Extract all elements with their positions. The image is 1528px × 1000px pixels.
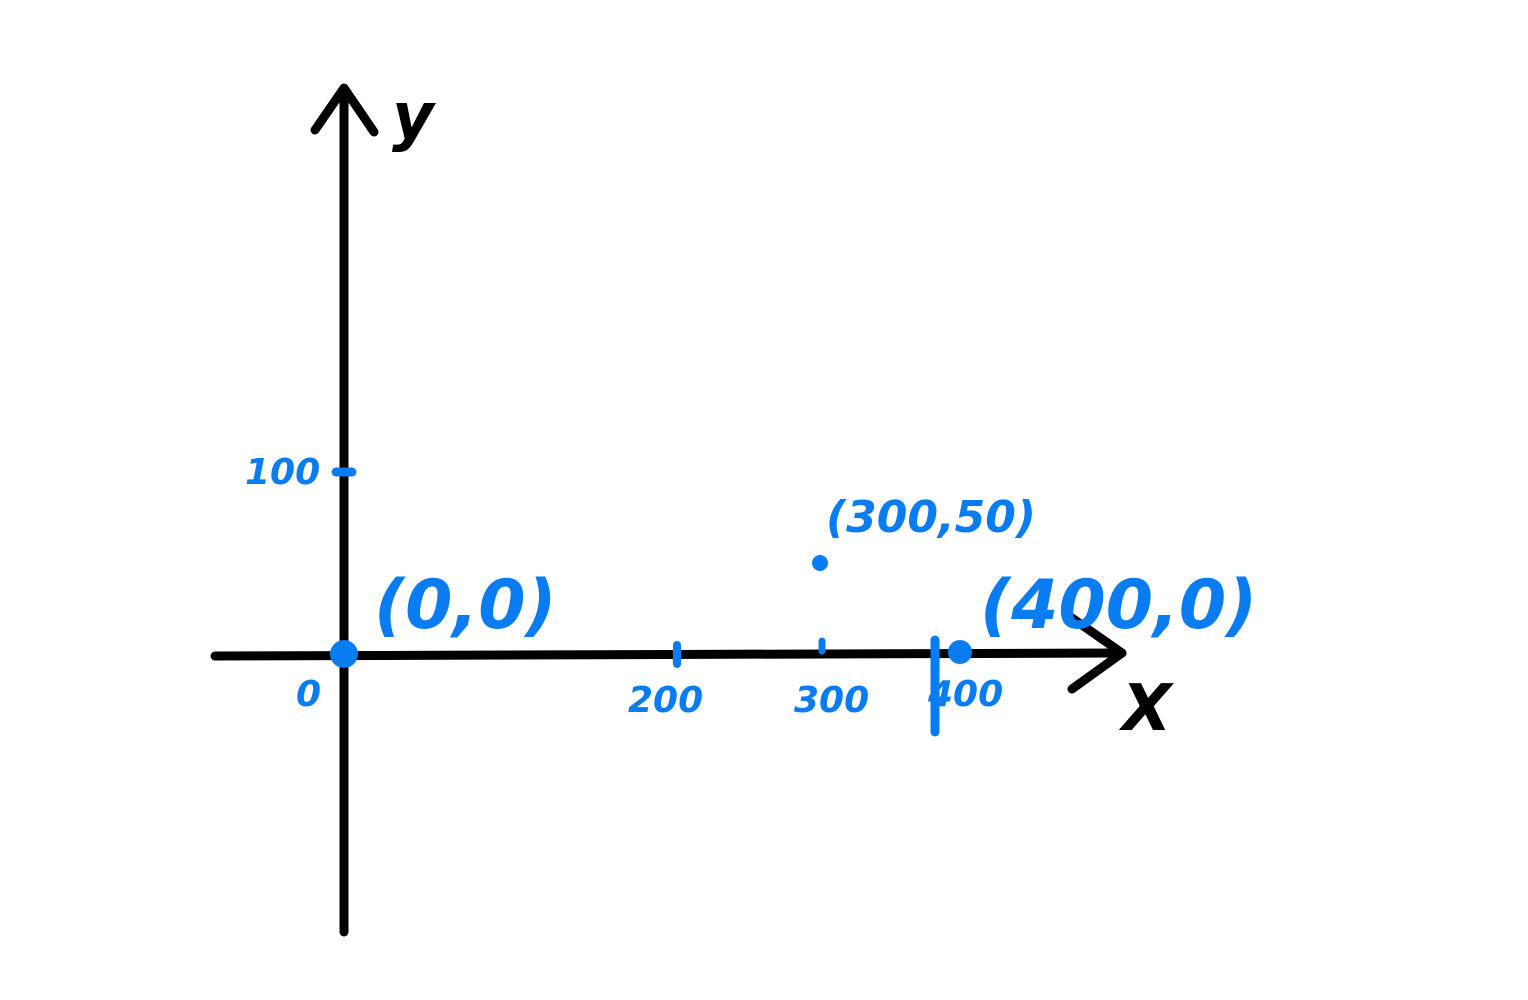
y-tick-label-100: 100 xyxy=(245,452,320,493)
y-axis-arrowhead xyxy=(310,83,379,137)
x-tick-label-400: 400 xyxy=(927,674,1003,715)
x-tick-label-200: 200 xyxy=(628,680,703,721)
x-axis-label: X xyxy=(1118,672,1174,746)
point-300-50 xyxy=(812,555,828,571)
point-label-400-0: (400,0) xyxy=(980,566,1257,645)
point-label-300-50: (300,50) xyxy=(826,492,1036,543)
point-label-origin: (0,0) xyxy=(374,566,557,645)
y-axis-label: y xyxy=(392,80,436,154)
point-400-0 xyxy=(948,640,972,664)
x-tick-label-0: 0 xyxy=(296,674,321,715)
x-axis-arrowhead xyxy=(1067,613,1127,694)
point-origin xyxy=(330,640,358,668)
x-tick-label-300: 300 xyxy=(794,680,869,721)
